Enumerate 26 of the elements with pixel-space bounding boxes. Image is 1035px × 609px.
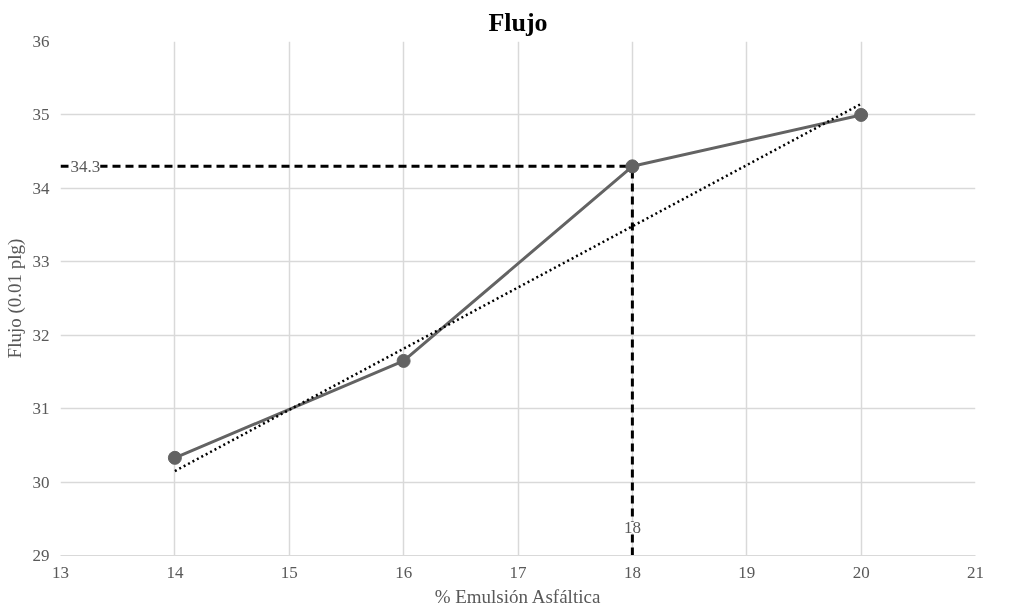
y-tick-label: 30 bbox=[32, 472, 50, 492]
x-tick-label: 18 bbox=[623, 562, 641, 582]
x-axis-title: % Emulsión Asfáltica bbox=[434, 585, 601, 607]
x-tick-label: 21 bbox=[967, 562, 984, 582]
x-tick-label: 16 bbox=[395, 562, 413, 582]
ref-line-label: 18 bbox=[623, 518, 641, 537]
y-tick-label: 34 bbox=[32, 178, 50, 198]
x-tick-label: 20 bbox=[852, 562, 870, 582]
y-tick-label: 33 bbox=[32, 252, 50, 272]
ref-line-label: 34.3 bbox=[70, 156, 101, 176]
y-tick-label: 36 bbox=[32, 32, 50, 51]
point bbox=[854, 107, 869, 122]
x-tick-label: 13 bbox=[52, 562, 69, 582]
y-tick-label: 29 bbox=[32, 546, 50, 565]
y-tick-label: 31 bbox=[32, 399, 50, 419]
point bbox=[625, 159, 640, 174]
chart-title: Flujo bbox=[488, 7, 548, 37]
point bbox=[167, 450, 182, 465]
x-tick-label: 19 bbox=[738, 562, 756, 582]
x-tick-label: 17 bbox=[509, 562, 527, 582]
x-tick-label: 14 bbox=[166, 562, 184, 582]
y-axis-title: Flujo (0.01 plg) bbox=[3, 238, 26, 359]
y-tick-label: 32 bbox=[32, 325, 50, 345]
point bbox=[396, 353, 411, 368]
y-tick-label: 35 bbox=[32, 105, 50, 125]
x-tick-label: 15 bbox=[280, 562, 298, 582]
